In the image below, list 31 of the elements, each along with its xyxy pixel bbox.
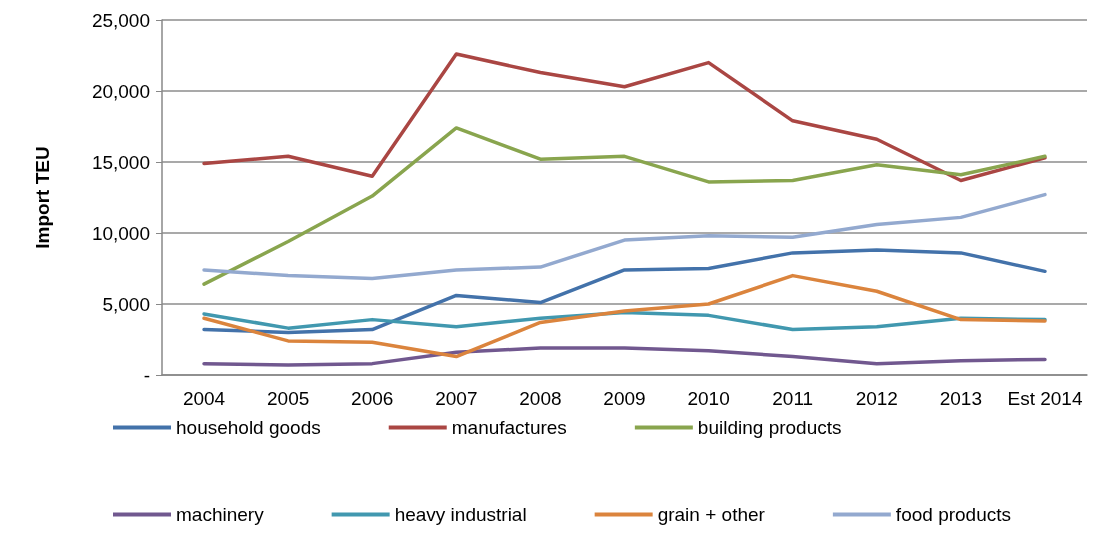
x-tick-label: 2007 [435,388,478,409]
x-tick-label: 2004 [182,388,226,409]
legend-label: heavy industrial [394,504,527,525]
y-tick-label: 25,000 [91,9,150,31]
x-tick-label: 2012 [855,388,898,409]
x-tick-label: 2008 [519,388,562,409]
x-tick-label: 2009 [603,388,646,409]
line-series [202,192,1047,281]
x-tick-label: 2006 [351,388,394,409]
y-tick-label: - [143,364,150,386]
line-series [202,273,1047,359]
legend-label: building products [697,417,842,438]
y-axis-title: Import TEU [32,146,53,249]
y-tick-label: 5,000 [102,293,150,315]
legend-label: food products [895,504,1012,525]
legend-label: grain + other [657,504,766,525]
x-tick-label: 2011 [772,388,814,409]
x-tick-label: 2013 [939,388,982,409]
line-series [202,126,1047,286]
line-series [202,248,1047,335]
x-tick-label: Est 2014 [1007,388,1083,409]
x-tick-label: 2010 [687,388,730,409]
line-series [202,346,1047,367]
y-tick-label: 15,000 [91,151,150,173]
line-series [202,52,1047,183]
legend-label: household goods [176,417,321,438]
x-tick-label: 2005 [267,388,310,409]
legend-label: machinery [176,504,265,525]
y-tick-label: 20,000 [91,80,150,102]
y-tick-label: 10,000 [91,222,150,244]
legend-label: manufactures [451,417,567,438]
